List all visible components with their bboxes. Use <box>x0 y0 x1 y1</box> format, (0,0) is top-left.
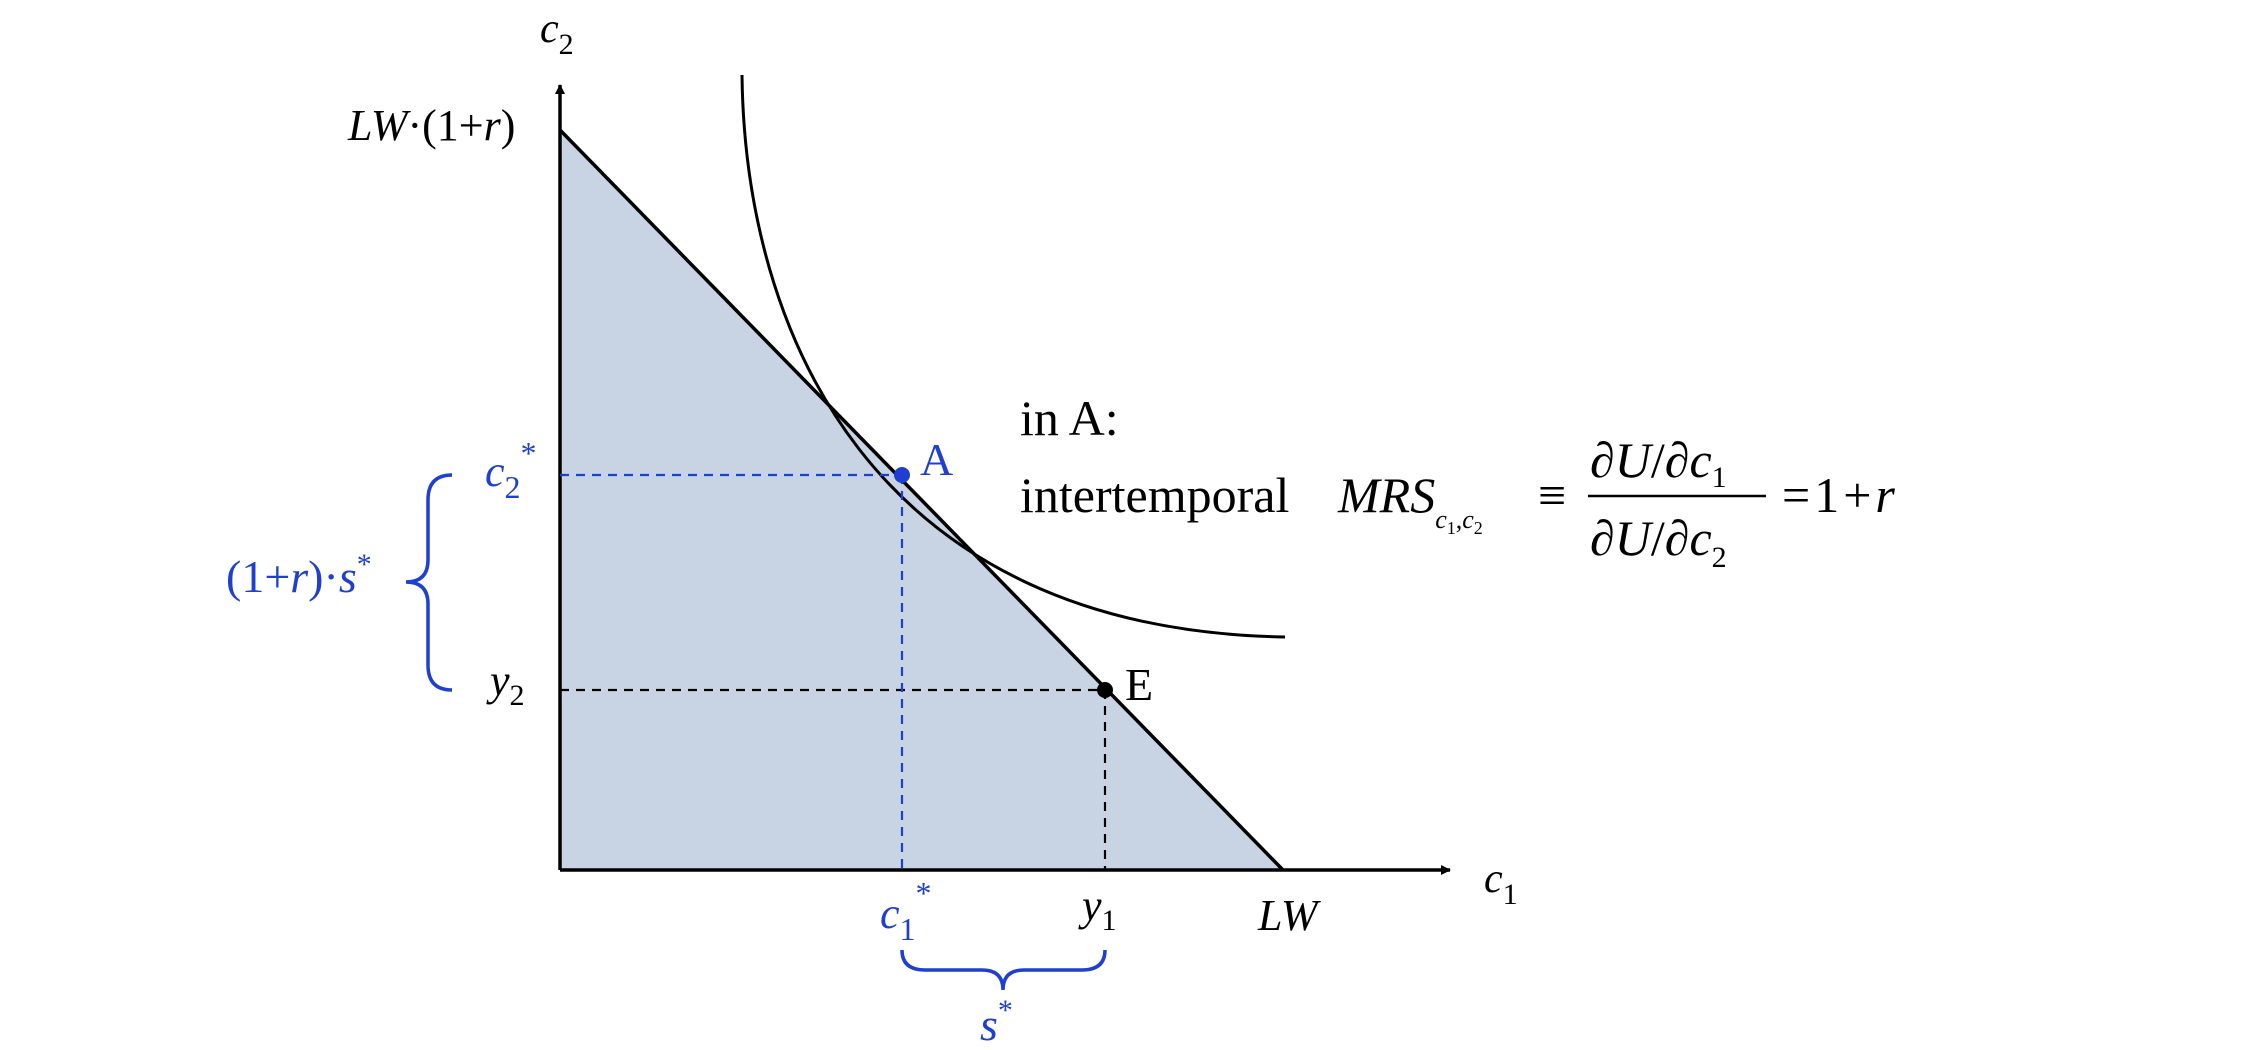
point-A-marker <box>894 467 910 483</box>
c2-star-sub: 2 <box>505 469 521 505</box>
savings-vertical-r: r <box>290 551 309 602</box>
mrs-sub-2: 2 <box>1474 518 1483 538</box>
rhs-equals: = <box>1782 467 1810 523</box>
den-slash: / <box>1651 510 1665 566</box>
x-axis-label-sub: 1 <box>1503 878 1518 911</box>
mrs-text: MRS <box>1337 467 1435 523</box>
den-U: U <box>1615 510 1654 566</box>
num-c: c <box>1689 432 1711 488</box>
equiv-symbol: ≡ <box>1538 467 1566 523</box>
den-sub: 2 <box>1712 541 1727 574</box>
den-partial-2: ∂ <box>1665 510 1690 566</box>
condition-rhs: =1+r <box>1782 467 1895 523</box>
y-intercept-close: ) <box>501 101 516 150</box>
num-U: U <box>1615 432 1654 488</box>
y1-label: y1 <box>1078 881 1117 937</box>
y1-sub: 1 <box>1102 904 1117 937</box>
y-intercept-factor: ·(1+ <box>408 101 484 150</box>
rhs-r: r <box>1875 467 1895 523</box>
budget-line <box>558 128 1285 872</box>
mrs-symbol: MRSc1,c2 <box>1337 467 1483 538</box>
savings-vertical-dot: )· <box>308 551 339 602</box>
num-partial-1: ∂ <box>1590 432 1615 488</box>
vertical-savings-brace <box>405 473 453 692</box>
fraction-numerator: ∂U/∂c1 <box>1590 432 1727 494</box>
num-sub: 1 <box>1712 461 1727 494</box>
point-E-label: E <box>1125 659 1153 710</box>
savings-horizontal-s: s <box>980 999 998 1050</box>
mrs-sub-c2: c <box>1462 505 1474 534</box>
point-E-marker <box>1097 682 1113 698</box>
rhs-plus: + <box>1843 467 1871 523</box>
den-partial-1: ∂ <box>1590 510 1615 566</box>
savings-vertical-s: s <box>339 551 357 602</box>
savings-vertical-open: (1+ <box>226 551 290 602</box>
rhs-one: 1 <box>1814 467 1839 523</box>
y-intercept-r: r <box>484 101 502 150</box>
mrs-sub-comma: , <box>1456 505 1463 534</box>
c1-star-sub: 1 <box>900 911 916 947</box>
c1-star-sup: * <box>916 875 932 911</box>
savings-horizontal-star: * <box>998 994 1013 1027</box>
point-A-label: A <box>920 434 953 485</box>
num-partial-2: ∂ <box>1665 432 1690 488</box>
y-intercept-lw: LW <box>347 101 411 150</box>
horizontal-savings-brace <box>900 949 1107 991</box>
x-axis-label: c1 <box>1484 856 1518 911</box>
y-axis-label-base: c <box>540 6 559 52</box>
num-slash: / <box>1651 432 1665 488</box>
c2-star-sup: * <box>521 435 537 471</box>
y-axis-label: c2 <box>540 6 574 61</box>
mrs-sub-1: 1 <box>1447 518 1456 538</box>
savings-horizontal-label: s* <box>980 994 1013 1050</box>
condition-line1: in A: <box>1020 390 1119 446</box>
y2-label: y2 <box>486 656 525 712</box>
savings-vertical-label: (1+r)·s* <box>226 548 372 602</box>
condition-prefix: intertemporal <box>1020 467 1289 523</box>
fraction-denominator: ∂U/∂c2 <box>1590 510 1727 574</box>
x-axis-label-base: c <box>1484 856 1503 902</box>
y-axis-label-sub: 2 <box>559 28 574 61</box>
x-intercept-label: LW <box>1257 891 1321 940</box>
y2-base: y <box>486 656 510 705</box>
c1-star-base: c <box>880 889 900 938</box>
indifference-curve <box>740 74 1286 639</box>
savings-vertical-star: * <box>357 548 372 581</box>
y1-base: y <box>1078 881 1102 930</box>
den-c: c <box>1689 510 1711 566</box>
y2-sub: 2 <box>510 679 525 712</box>
c1-star-label: c1* <box>880 875 932 947</box>
c2-star-label: c2* <box>485 435 537 505</box>
y-intercept-label: LW·(1+r) <box>347 101 515 150</box>
c2-star-base: c <box>485 447 505 496</box>
mrs-sub-c1: c <box>1435 505 1447 534</box>
